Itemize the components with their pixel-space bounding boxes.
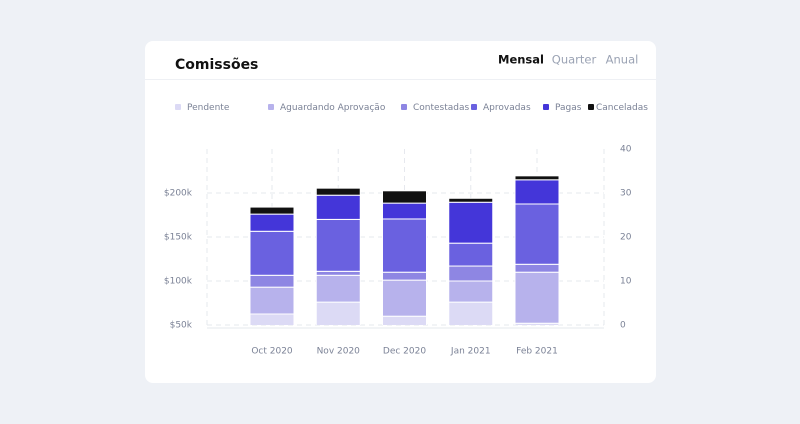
y-tick-label: $200k [164, 189, 193, 199]
tab[interactable]: Anual [606, 53, 639, 67]
bar-segment [448, 265, 494, 282]
legend-label[interactable]: Pendente [187, 103, 230, 113]
legend-swatch [543, 104, 549, 110]
x-tick-label: Feb 2021 [516, 347, 558, 357]
x-tick-label: Dec 2020 [383, 347, 426, 357]
bar-segment [315, 301, 361, 325]
bar-segment [249, 213, 295, 232]
bar-segment [382, 279, 427, 317]
bar-segment [249, 206, 295, 215]
bar-segment [448, 201, 494, 244]
bar-segment [382, 315, 427, 325]
x-tick-label: Jan 2021 [450, 347, 491, 357]
x-tick-label: Oct 2020 [251, 347, 293, 357]
bar-segment [448, 242, 494, 267]
bar-segment [315, 274, 361, 303]
bar-segment [382, 202, 427, 220]
bar-segment [448, 197, 494, 203]
bar-segment [448, 301, 494, 325]
y2-tick-label: 10 [620, 277, 632, 287]
bar-segment [315, 270, 361, 276]
y2-tick-label: 40 [620, 145, 632, 155]
bar-segment [514, 271, 560, 324]
legend-label[interactable]: Aguardando Aprovação [280, 103, 386, 113]
y2-tick-label: 20 [620, 233, 632, 243]
y2-tick-label: 30 [620, 189, 632, 199]
y-tick-label: $50k [170, 321, 193, 331]
bar-segment [249, 274, 295, 288]
bar-segment [249, 230, 295, 276]
x-tick-label: Nov 2020 [317, 347, 361, 357]
bar-segment [514, 179, 560, 205]
tab[interactable]: Quarter [552, 53, 597, 67]
bar-segment [249, 286, 295, 315]
y2-tick-label: 0 [620, 321, 626, 331]
legend-swatch [588, 104, 594, 110]
bar-segment [382, 271, 427, 281]
legend-swatch [401, 104, 407, 110]
y-tick-label: $100k [164, 277, 193, 287]
bar-segment [315, 218, 361, 272]
bar-segment [514, 203, 560, 265]
bar-segment [315, 194, 361, 220]
bar-segment [514, 175, 560, 181]
bar-segment [315, 187, 361, 196]
bar-segment [514, 263, 560, 273]
bar-segment [382, 190, 427, 204]
bar-segment [448, 280, 494, 303]
y-tick-label: $150k [164, 233, 193, 243]
legend-label[interactable]: Pagas [555, 103, 582, 113]
card-title: Comissões [175, 57, 258, 73]
legend-swatch [471, 104, 477, 110]
legend-swatch [175, 104, 181, 110]
legend-label[interactable]: Contestadas [413, 103, 470, 113]
bar-segment [382, 218, 427, 273]
legend-swatch [268, 104, 274, 110]
bar-segment [249, 313, 295, 325]
legend-label[interactable]: Canceladas [596, 103, 648, 113]
legend-label[interactable]: Aprovadas [483, 103, 531, 113]
tab[interactable]: Mensal [498, 53, 544, 67]
